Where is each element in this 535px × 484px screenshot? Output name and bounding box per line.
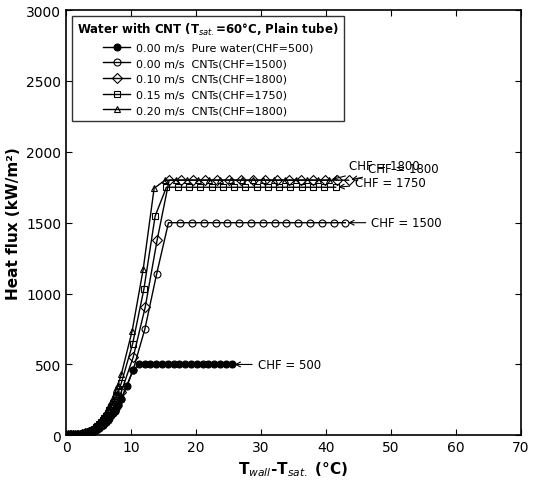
Text: CHF = 1800: CHF = 1800 <box>333 160 419 181</box>
Text: CHF = 1750: CHF = 1750 <box>340 177 426 190</box>
Text: CHF = 1800: CHF = 1800 <box>353 163 439 182</box>
Y-axis label: Heat flux (kW/m²): Heat flux (kW/m²) <box>5 147 20 300</box>
Text: CHF = 1500: CHF = 1500 <box>349 217 442 230</box>
X-axis label: T$_{wall}$-T$_{sat.}$ (°C): T$_{wall}$-T$_{sat.}$ (°C) <box>239 460 348 479</box>
Legend: 0.00 m/s  Pure water(CHF=500), 0.00 m/s  CNTs(CHF=1500), 0.10 m/s  CNTs(CHF=1800: 0.00 m/s Pure water(CHF=500), 0.00 m/s C… <box>72 16 345 121</box>
Text: CHF = 500: CHF = 500 <box>236 358 321 371</box>
